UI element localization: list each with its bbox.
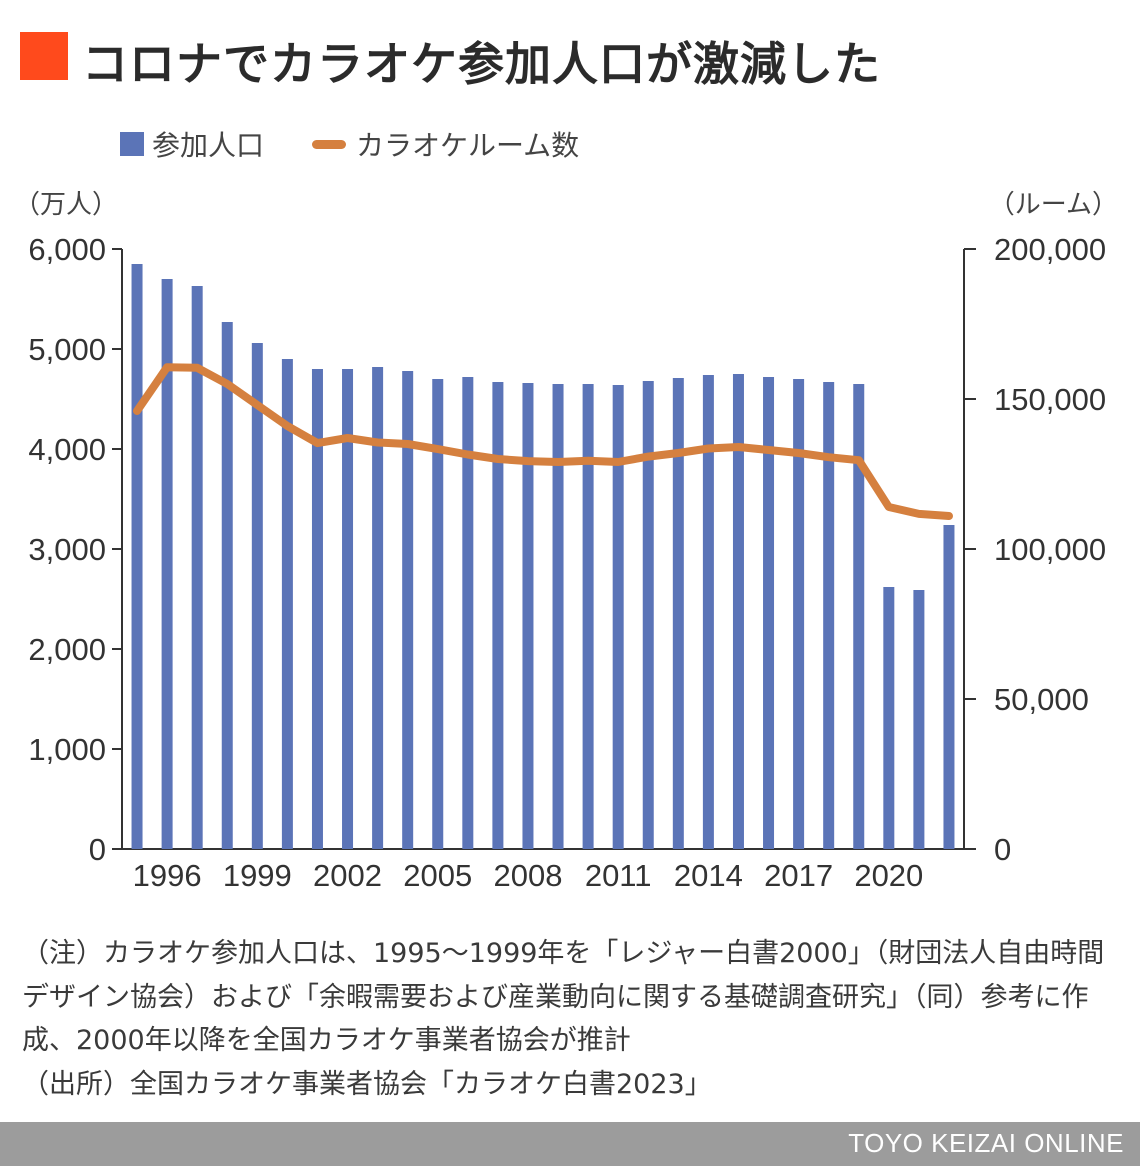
line-point [617, 461, 619, 463]
bar [793, 379, 805, 849]
x-axis-tick-label: 2014 [674, 858, 743, 893]
bar [672, 378, 684, 849]
x-axis-tick-label: 2005 [403, 858, 472, 893]
left-axis-unit: （万人） [14, 190, 119, 220]
line-point [768, 449, 770, 451]
right-axis-tick-label: 150,000 [994, 382, 1106, 417]
left-axis-tick-label: 3,000 [28, 532, 106, 567]
line-point [677, 452, 679, 454]
bar [372, 367, 384, 849]
chart-title: コロナでカラオケ参加人口が激減した [82, 37, 881, 91]
line-point [407, 443, 409, 445]
notes: （注）カラオケ参加人口は、1995〜1999年を「レジャー白書2000」（財団法… [22, 932, 1122, 1107]
bar [612, 385, 624, 849]
bar [432, 379, 444, 849]
bar [582, 384, 594, 849]
line-point [527, 460, 529, 462]
line-point [256, 404, 258, 406]
line-point [587, 460, 589, 462]
line-point [557, 461, 559, 463]
bar [161, 279, 173, 849]
right-axis-unit: （ルーム） [988, 190, 1118, 220]
note-text: （注）カラオケ参加人口は、1995〜1999年を「レジャー白書2000」（財団法… [22, 938, 1105, 1057]
bar [702, 375, 714, 849]
right-axis-tick-label: 0 [994, 832, 1011, 867]
line-point [798, 452, 800, 454]
x-axis-tick-label: 2011 [585, 858, 652, 893]
bar [402, 371, 414, 849]
x-axis-tick-label: 2008 [493, 858, 562, 893]
x-axis-tick-label: 1999 [223, 858, 292, 893]
line-point [737, 446, 739, 448]
x-axis-tick-label: 2017 [764, 858, 833, 893]
line-point [467, 454, 469, 455]
x-axis-tick-label: 2020 [854, 858, 923, 893]
line-point [286, 425, 288, 427]
bar [342, 369, 354, 849]
source-text: （出所）全国カラオケ事業者協会「カラオケ白書2023」 [22, 1069, 712, 1101]
bar [642, 381, 654, 849]
legend-line-swatch [312, 139, 347, 149]
bar [281, 359, 293, 849]
left-axis-tick-label: 1,000 [28, 732, 106, 767]
footer-brand: TOYO KEIZAI ONLINE [848, 1128, 1124, 1158]
line-point [858, 459, 860, 461]
bar [763, 377, 775, 849]
bar [552, 384, 564, 849]
line-point [918, 513, 920, 515]
left-axis-tick-label: 6,000 [28, 232, 106, 267]
legend-bar-swatch [120, 132, 144, 156]
left-axis-tick-label: 2,000 [28, 632, 106, 667]
line-point [437, 448, 439, 450]
line-point [347, 437, 349, 439]
chart-area: 0 1,000 2,000 3,000 4,000 5,000 6,000 0 50,000 10… [28, 232, 1106, 893]
bar [131, 264, 143, 849]
line-point [377, 442, 379, 443]
left-axis-tick-label: 5,000 [28, 332, 106, 367]
bar [251, 343, 263, 849]
bar [913, 590, 925, 849]
title-marker [20, 32, 68, 80]
line-point [707, 448, 709, 449]
bar [311, 369, 323, 849]
bar [853, 384, 865, 849]
right-axis-tick-label: 100,000 [994, 532, 1106, 567]
x-axis-tick-label: 2002 [313, 858, 382, 893]
line-point [196, 367, 198, 369]
left-axis-tick-label: 4,000 [28, 432, 106, 467]
line-point [948, 515, 950, 517]
x-axis-tick-label: 1996 [133, 858, 202, 893]
legend: 参加人口 カラオケルーム数 [120, 124, 579, 164]
line-point [497, 458, 499, 460]
legend-line-label: カラオケルーム数 [356, 129, 580, 162]
bar [191, 286, 203, 849]
bar [943, 525, 955, 849]
bar [732, 374, 744, 849]
bar [823, 382, 835, 849]
footer-bar: TOYO KEIZAI ONLINE [0, 1122, 1140, 1166]
right-axis-tick-label: 200,000 [994, 232, 1106, 267]
legend-bar-label: 参加人口 [152, 129, 265, 162]
bar [221, 322, 233, 849]
line-point [647, 456, 649, 458]
right-axis-tick-label: 50,000 [994, 682, 1089, 717]
line-point [828, 456, 830, 458]
bar [492, 382, 504, 849]
bar [462, 377, 474, 849]
line-series-room-count [133, 363, 953, 520]
bar [883, 587, 895, 849]
line-point [166, 366, 168, 368]
line-point [226, 383, 228, 385]
bar [522, 383, 534, 849]
left-axis-tick-label: 0 [89, 832, 106, 867]
line-point [316, 442, 318, 444]
line-point [888, 506, 890, 508]
line-point [136, 410, 138, 412]
